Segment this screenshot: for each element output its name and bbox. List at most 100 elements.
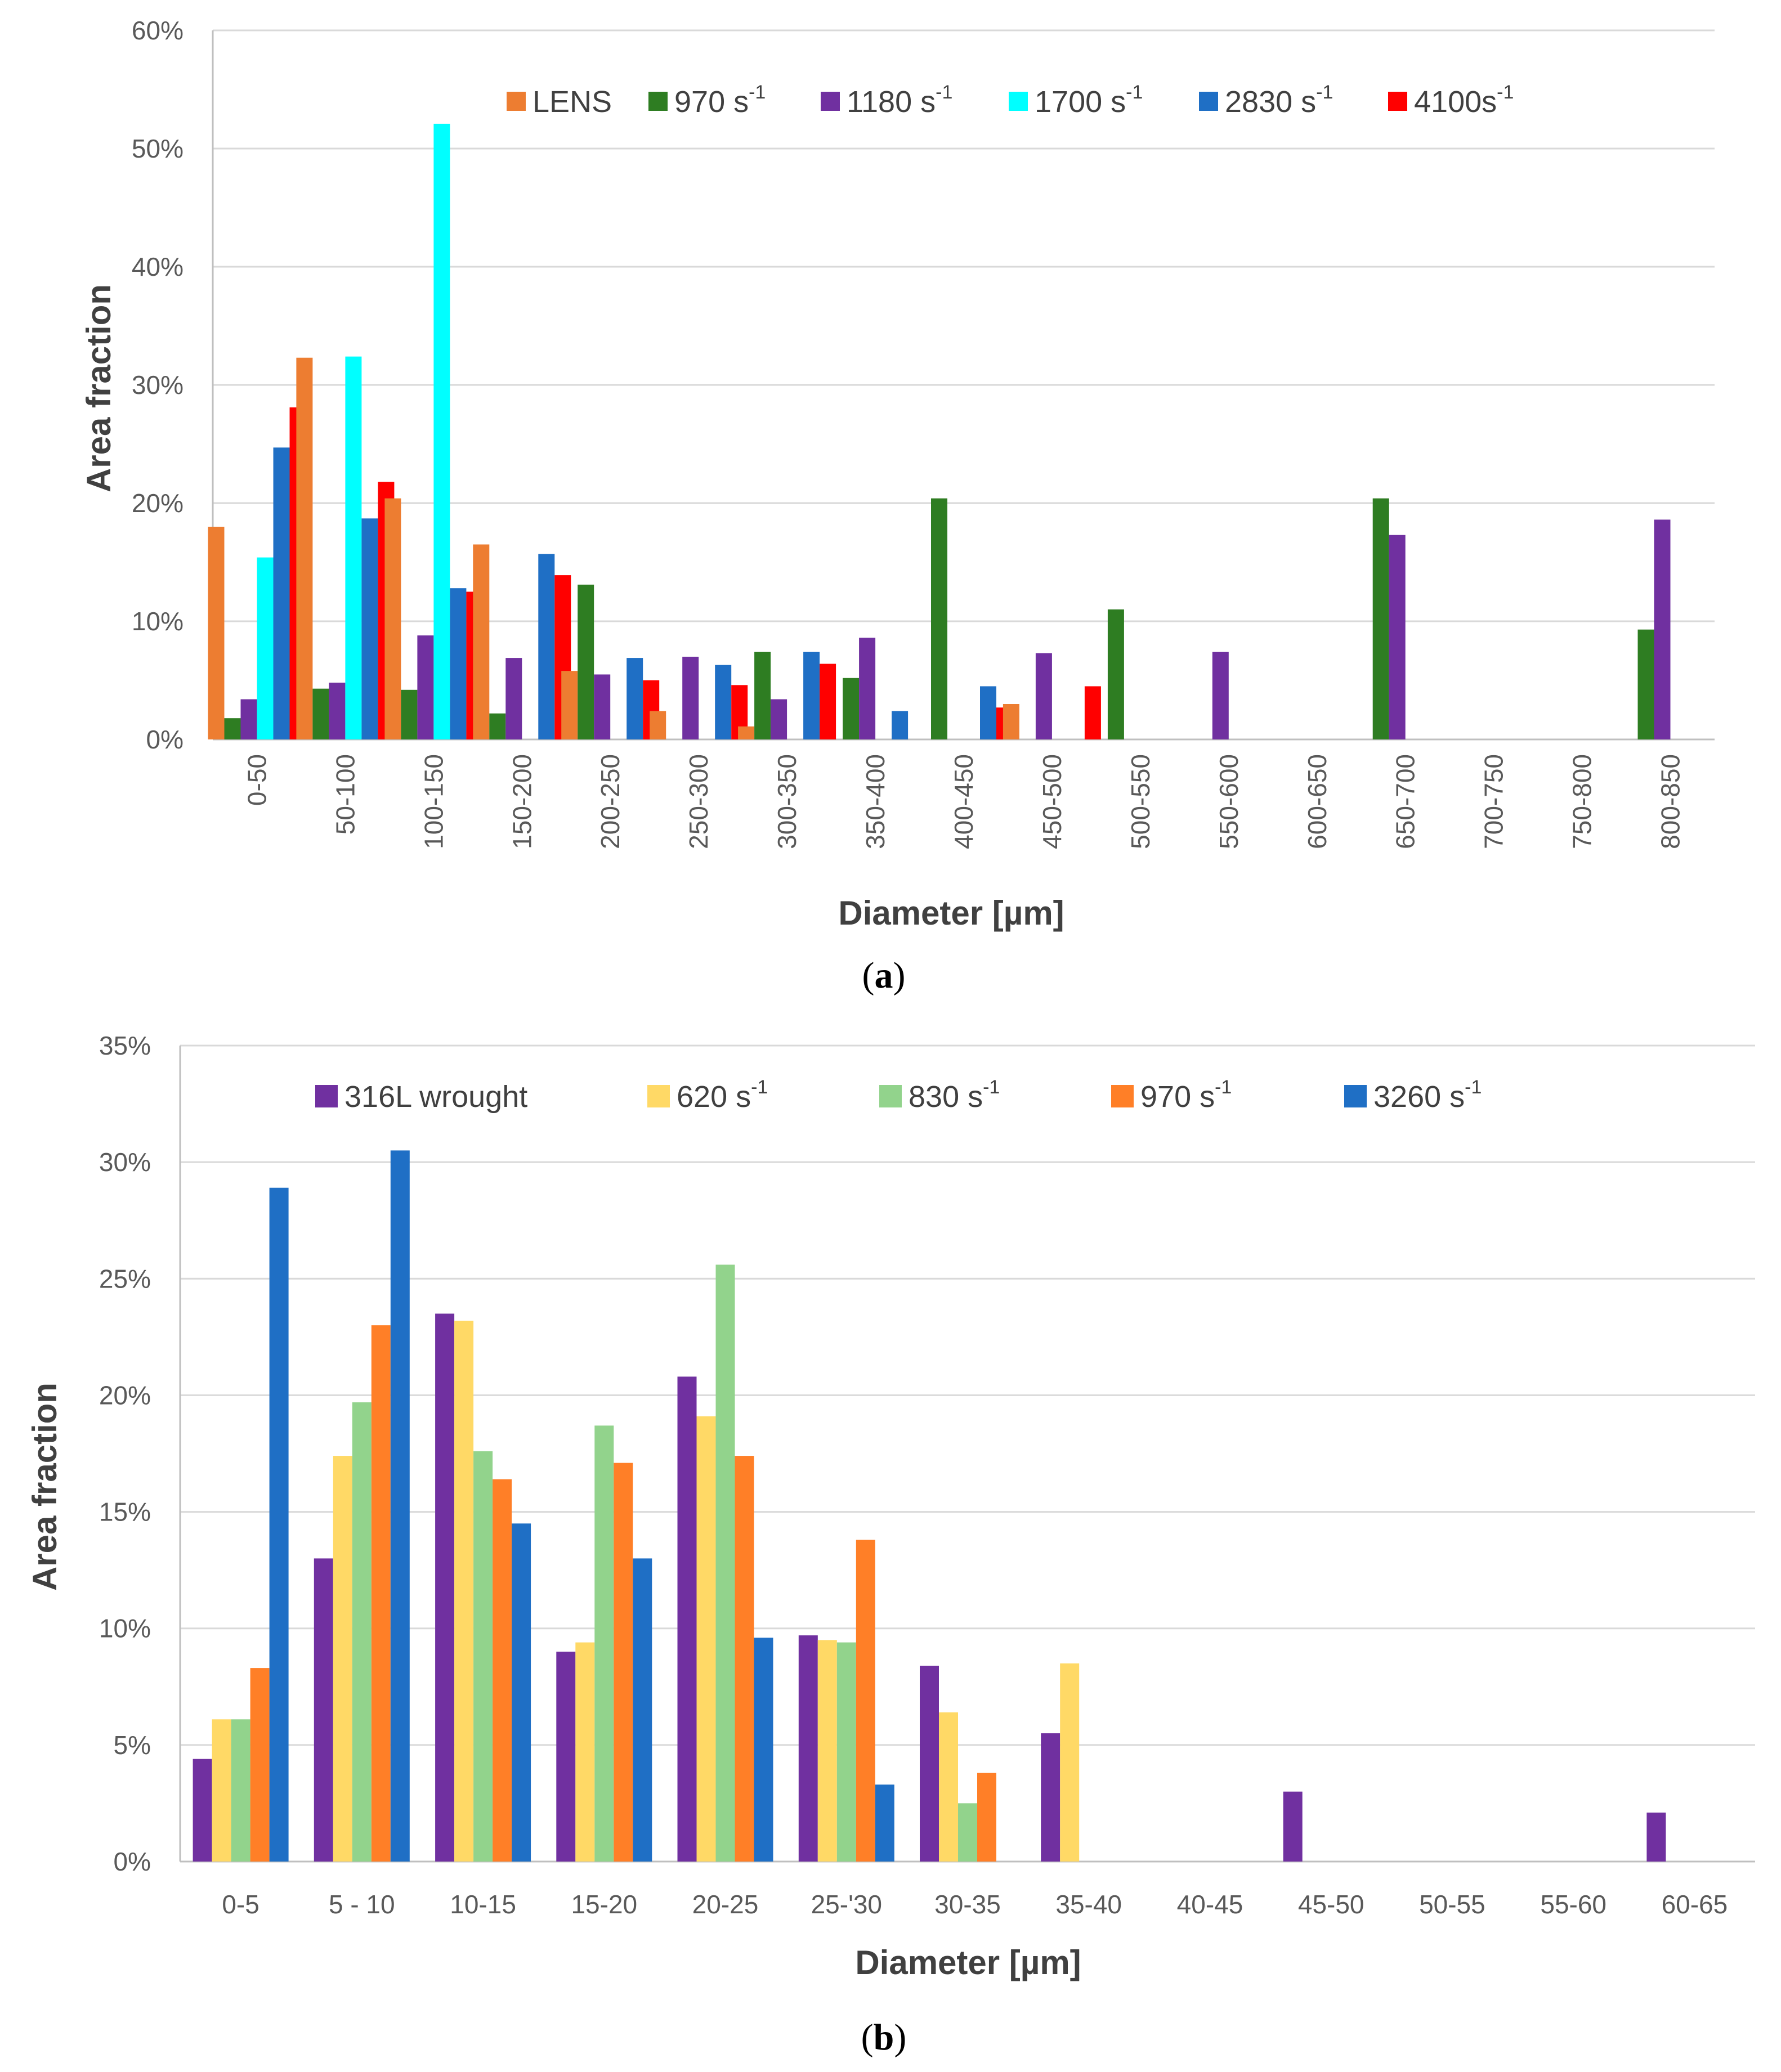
- legend-swatch: [879, 1085, 902, 1107]
- legend-a: LENS 970 s-1 1180 s-1 1700 s-1 2830 s-1 4100s…: [507, 82, 1514, 119]
- bars-b: [193, 1150, 1666, 1862]
- bar: [361, 518, 378, 739]
- bar: [1646, 1813, 1666, 1862]
- x-tick-label: 250-300: [684, 754, 713, 849]
- x-tick-label: 55-60: [1540, 1890, 1607, 1919]
- legend-swatch: [315, 1085, 338, 1107]
- x-tick-label: 50-55: [1419, 1890, 1485, 1919]
- x-ticks-b: 0-5 5 - 10 10-15 15-20 20-25 25-'30 30-35 35-40…: [222, 1890, 1728, 1919]
- bar: [1003, 704, 1019, 739]
- y-tick-label: 0%: [146, 725, 184, 754]
- bar: [1041, 1733, 1060, 1862]
- x-tick-label: 20-25: [692, 1890, 759, 1919]
- bar: [273, 447, 290, 739]
- bar: [352, 1402, 372, 1862]
- legend-b: 316L wrought 620 s-1 830 s-1 970 s-1 3260 s-…: [315, 1077, 1482, 1114]
- bar: [224, 718, 241, 739]
- legend-swatch: [648, 92, 668, 111]
- x-tick-label: 50-100: [330, 754, 360, 835]
- legend-label: 1700 s-1: [1035, 82, 1143, 119]
- bar: [594, 1425, 614, 1862]
- x-tick-label: 10-15: [450, 1890, 516, 1919]
- bar: [433, 123, 450, 739]
- y-tick-label: 0%: [114, 1847, 151, 1876]
- bar: [754, 652, 771, 739]
- bar: [231, 1719, 250, 1862]
- bar: [505, 658, 522, 739]
- bar: [859, 638, 876, 739]
- bar: [561, 671, 578, 739]
- x-tick-label: 60-65: [1662, 1890, 1728, 1919]
- bar: [696, 1416, 716, 1862]
- x-tick-label: 30-35: [934, 1890, 1001, 1919]
- bar: [208, 527, 225, 739]
- bar: [939, 1712, 958, 1862]
- bar: [1212, 652, 1229, 739]
- y-tick-label: 50%: [132, 134, 184, 163]
- x-tick-label: 450-500: [1037, 754, 1067, 849]
- bar: [240, 699, 257, 739]
- bar: [843, 678, 860, 739]
- legend-swatch: [821, 92, 840, 111]
- bar: [575, 1642, 595, 1862]
- y-tick-label: 25%: [99, 1264, 151, 1293]
- bar: [1389, 535, 1406, 739]
- bar: [329, 683, 346, 739]
- bar: [193, 1759, 212, 1862]
- bar: [371, 1325, 391, 1862]
- bar: [892, 711, 909, 739]
- legend-swatch: [507, 92, 526, 111]
- bar: [977, 1773, 996, 1862]
- bar: [798, 1635, 818, 1862]
- x-tick-label: 550-600: [1214, 754, 1243, 849]
- chart-b: 0% 5% 10% 15% 20% 25% 30% 35% 0-5 5 - 10 10-15 15-…: [26, 1031, 1755, 2058]
- chart-a: 0% 10% 20% 30% 40% 50% 60% 0-50 50-100 100-150 15…: [80, 16, 1715, 996]
- legend-label: 2830 s-1: [1225, 82, 1333, 119]
- bar: [512, 1523, 531, 1862]
- bar: [980, 686, 996, 739]
- x-tick-label: 400-450: [949, 754, 978, 849]
- bar: [682, 657, 699, 739]
- bar: [650, 711, 666, 739]
- bar: [454, 1320, 474, 1862]
- bar: [212, 1719, 231, 1862]
- bar: [820, 663, 836, 739]
- bar: [489, 713, 506, 739]
- bar: [435, 1313, 455, 1862]
- legend-swatch: [1388, 92, 1407, 111]
- x-tick-label: 35-40: [1055, 1890, 1122, 1919]
- legend-label: 620 s-1: [677, 1077, 768, 1114]
- y-tick-label: 5%: [114, 1730, 151, 1760]
- legend-label: LENS: [532, 85, 612, 119]
- y-tick-label: 40%: [132, 252, 184, 281]
- y-tick-label: 20%: [132, 488, 184, 518]
- bar: [715, 1264, 735, 1862]
- bar: [627, 658, 643, 739]
- x-tick-label: 15-20: [571, 1890, 637, 1919]
- bar: [401, 689, 418, 739]
- bar: [493, 1479, 512, 1862]
- y-tick-label: 30%: [99, 1147, 151, 1177]
- legend-label: 1180 s-1: [847, 82, 952, 119]
- x-tick-label: 5 - 10: [329, 1890, 395, 1919]
- bar: [257, 557, 274, 739]
- bars-a: [208, 123, 1671, 739]
- bar: [754, 1638, 773, 1862]
- bar: [633, 1558, 652, 1862]
- y-tick-label: 15%: [99, 1497, 151, 1527]
- legend-swatch: [1009, 92, 1028, 111]
- legend-label: 970 s-1: [1140, 1077, 1232, 1114]
- bar: [538, 554, 555, 739]
- bar: [771, 699, 787, 739]
- legend-label: 4100s-1: [1414, 82, 1514, 119]
- bar: [817, 1640, 837, 1862]
- bar: [1637, 629, 1654, 739]
- legend-label: 830 s-1: [909, 1077, 1000, 1114]
- x-tick-label: 700-750: [1479, 754, 1509, 849]
- panel-caption-b: (b): [861, 2017, 907, 2058]
- y-tick-label: 10%: [99, 1614, 151, 1643]
- y-ticks-b: 0% 5% 10% 15% 20% 25% 30% 35%: [99, 1031, 151, 1876]
- bar: [735, 1456, 754, 1862]
- legend-label: 3260 s-1: [1373, 1077, 1482, 1114]
- x-axis-title-b: Diameter [µm]: [855, 1944, 1081, 1981]
